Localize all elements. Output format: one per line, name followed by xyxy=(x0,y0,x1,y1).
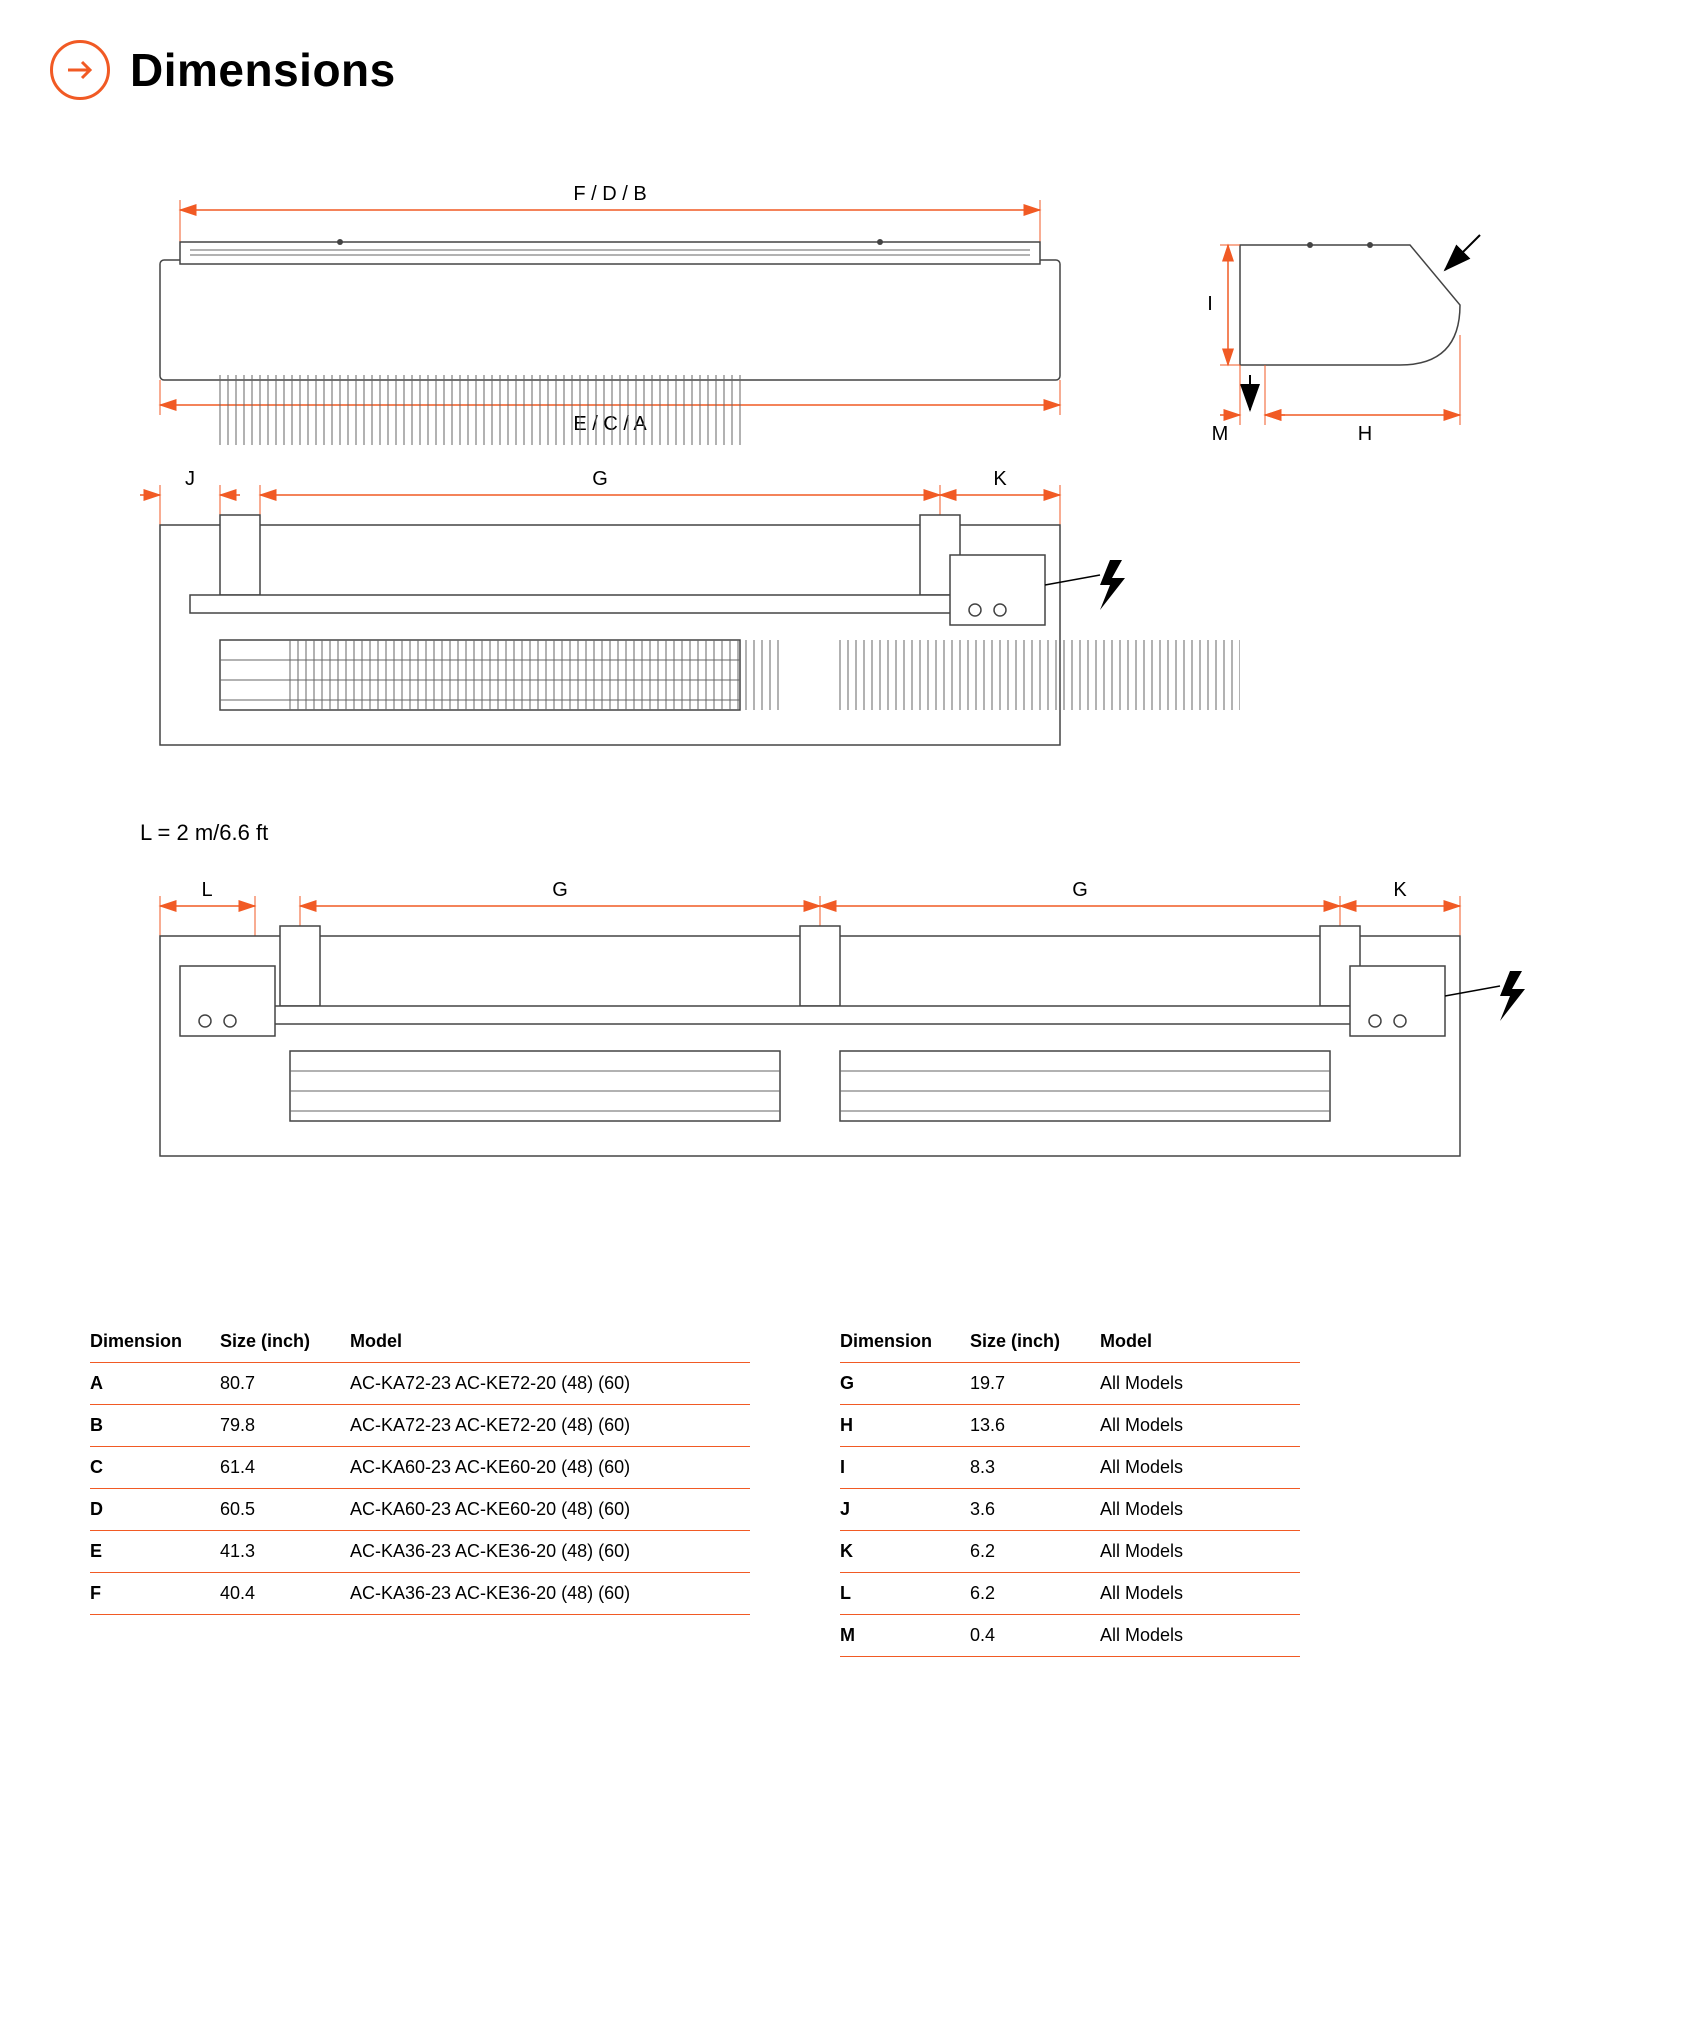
table-row: D60.5AC-KA60-23 AC-KE60-20 (48) (60) xyxy=(90,1489,750,1531)
table-cell: 19.7 xyxy=(970,1363,1100,1405)
dimensions-table-left: Dimension Size (inch) Model A80.7AC-KA72… xyxy=(90,1321,750,1615)
front-and-side-view: F / D / B E / C / A xyxy=(140,160,1640,450)
col-size: Size (inch) xyxy=(220,1321,350,1363)
table-cell: 3.6 xyxy=(970,1489,1100,1531)
top-view-small: J G K xyxy=(140,455,1240,785)
table-cell: All Models xyxy=(1100,1573,1300,1615)
arrow-right-circle-icon xyxy=(50,40,110,100)
table-row: B79.8AC-KA72-23 AC-KE72-20 (48) (60) xyxy=(90,1405,750,1447)
table-cell: 6.2 xyxy=(970,1573,1100,1615)
dim-label-k2: K xyxy=(1393,879,1407,901)
table-cell: 40.4 xyxy=(220,1573,350,1615)
table-cell: 8.3 xyxy=(970,1447,1100,1489)
table-cell: K xyxy=(840,1531,970,1573)
table-row: H13.6All Models xyxy=(840,1405,1300,1447)
dim-label-h: H xyxy=(1358,423,1372,445)
table-cell: 60.5 xyxy=(220,1489,350,1531)
table-cell: AC-KA60-23 AC-KE60-20 (48) (60) xyxy=(350,1447,750,1489)
table-row: F40.4AC-KA36-23 AC-KE36-20 (48) (60) xyxy=(90,1573,750,1615)
top-view-large: L G G K xyxy=(140,866,1600,1196)
table-cell: 80.7 xyxy=(220,1363,350,1405)
table-cell: A xyxy=(90,1363,220,1405)
table-cell: 41.3 xyxy=(220,1531,350,1573)
table-cell: 13.6 xyxy=(970,1405,1100,1447)
table-cell: AC-KA36-23 AC-KE36-20 (48) (60) xyxy=(350,1573,750,1615)
table-cell: All Models xyxy=(1100,1531,1300,1573)
table-cell: E xyxy=(90,1531,220,1573)
table-cell: 0.4 xyxy=(970,1615,1100,1657)
table-row: L6.2All Models xyxy=(840,1573,1300,1615)
table-cell: All Models xyxy=(1100,1615,1300,1657)
table-row: A80.7AC-KA72-23 AC-KE72-20 (48) (60) xyxy=(90,1363,750,1405)
dim-label-g: G xyxy=(592,468,608,490)
table-cell: 61.4 xyxy=(220,1447,350,1489)
table-cell: F xyxy=(90,1573,220,1615)
table-cell: J xyxy=(840,1489,970,1531)
table-row: J3.6All Models xyxy=(840,1489,1300,1531)
table-row: C61.4AC-KA60-23 AC-KE60-20 (48) (60) xyxy=(90,1447,750,1489)
table-cell: AC-KA36-23 AC-KE36-20 (48) (60) xyxy=(350,1531,750,1573)
table-row: M0.4All Models xyxy=(840,1615,1300,1657)
lightning-icon xyxy=(1100,560,1125,610)
dim-label-i: I xyxy=(1207,293,1213,315)
table-cell: G xyxy=(840,1363,970,1405)
table-cell: All Models xyxy=(1100,1363,1300,1405)
dim-label-g2b: G xyxy=(1072,879,1088,901)
note-l: L = 2 m/6.6 ft xyxy=(140,820,1546,846)
section-title: Dimensions xyxy=(130,43,396,97)
col-model: Model xyxy=(350,1321,750,1363)
table-row: G19.7All Models xyxy=(840,1363,1300,1405)
table-cell: All Models xyxy=(1100,1489,1300,1531)
table-cell: 6.2 xyxy=(970,1531,1100,1573)
table-cell: L xyxy=(840,1573,970,1615)
dim-label-j: J xyxy=(185,468,195,490)
table-cell: H xyxy=(840,1405,970,1447)
col-dimension: Dimension xyxy=(840,1321,970,1363)
table-cell: 79.8 xyxy=(220,1405,350,1447)
table-cell: C xyxy=(90,1447,220,1489)
dim-label-l: L xyxy=(201,879,212,901)
section-header: Dimensions xyxy=(50,40,1636,100)
table-row: K6.2All Models xyxy=(840,1531,1300,1573)
table-cell: B xyxy=(90,1405,220,1447)
lightning-icon xyxy=(1500,971,1525,1021)
col-size: Size (inch) xyxy=(970,1321,1100,1363)
diagrams-area: F / D / B E / C / A xyxy=(50,160,1636,1201)
table-row: I8.3All Models xyxy=(840,1447,1300,1489)
dimensions-table-right: Dimension Size (inch) Model G19.7All Mod… xyxy=(840,1321,1300,1657)
table-cell: All Models xyxy=(1100,1405,1300,1447)
table-cell: M xyxy=(840,1615,970,1657)
dim-label-fdb: F / D / B xyxy=(573,183,646,205)
table-cell: I xyxy=(840,1447,970,1489)
table-cell: AC-KA72-23 AC-KE72-20 (48) (60) xyxy=(350,1405,750,1447)
dim-label-m: M xyxy=(1212,423,1229,445)
col-dimension: Dimension xyxy=(90,1321,220,1363)
col-model: Model xyxy=(1100,1321,1300,1363)
dimension-tables: Dimension Size (inch) Model A80.7AC-KA72… xyxy=(50,1321,1636,1657)
table-cell: AC-KA72-23 AC-KE72-20 (48) (60) xyxy=(350,1363,750,1405)
table-cell: AC-KA60-23 AC-KE60-20 (48) (60) xyxy=(350,1489,750,1531)
dim-label-g2a: G xyxy=(552,879,568,901)
table-row: E41.3AC-KA36-23 AC-KE36-20 (48) (60) xyxy=(90,1531,750,1573)
table-cell: D xyxy=(90,1489,220,1531)
table-cell: All Models xyxy=(1100,1447,1300,1489)
dim-label-k: K xyxy=(993,468,1007,490)
